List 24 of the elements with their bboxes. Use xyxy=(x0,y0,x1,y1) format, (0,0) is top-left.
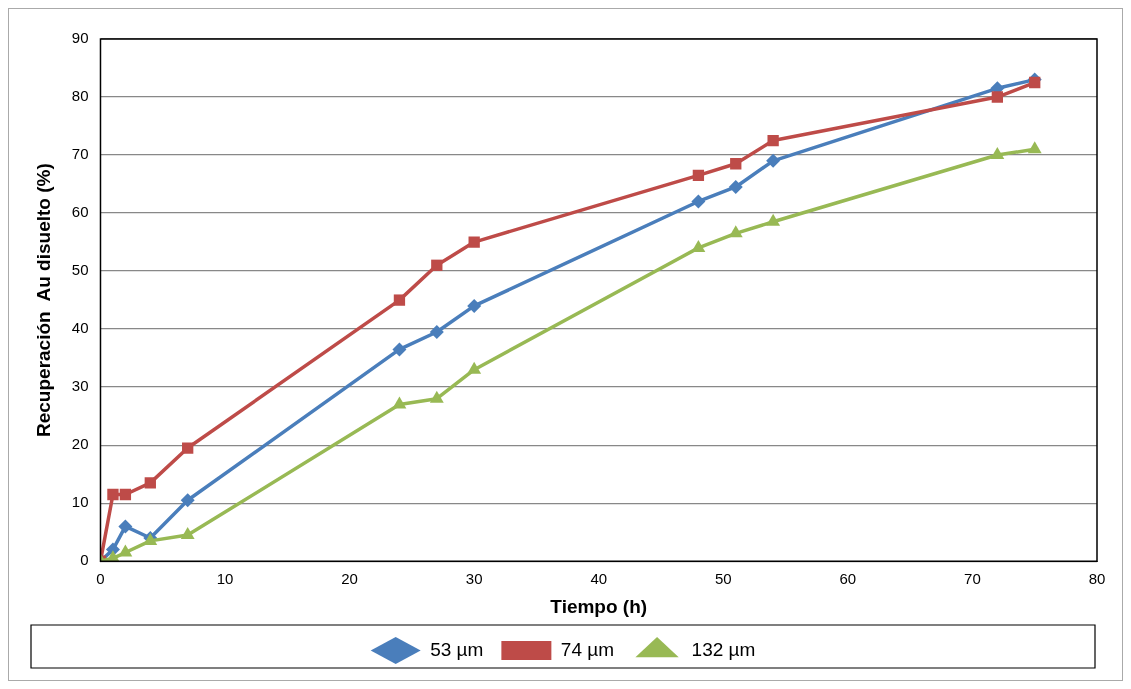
y-tick-label: 90 xyxy=(71,29,89,47)
x-tick-label: 60 xyxy=(839,570,857,588)
x-tick-label: 70 xyxy=(964,570,981,588)
x-tick-label: 20 xyxy=(341,570,358,588)
legend-label: 74 µm xyxy=(560,638,615,660)
y-axis-title: Recuperación Au disuelto (%) xyxy=(32,163,54,437)
y-tick-label: 50 xyxy=(71,261,89,279)
y-tick-label: 80 xyxy=(71,87,89,105)
y-tick-label: 0 xyxy=(80,551,89,569)
x-tick-label: 40 xyxy=(590,570,608,588)
y-tick-label: 60 xyxy=(71,203,89,221)
x-tick-label: 10 xyxy=(216,570,234,588)
x-tick-label: 50 xyxy=(714,570,732,588)
legend-label: 53 µm xyxy=(430,638,484,660)
y-tick-label: 40 xyxy=(71,319,89,337)
legend-label: 132 µm xyxy=(691,638,756,660)
y-tick-label: 20 xyxy=(71,435,89,453)
y-tick-label: 10 xyxy=(71,493,89,511)
x-tick-label: 30 xyxy=(465,570,483,588)
x-axis-title: Tiempo (h) xyxy=(550,595,648,617)
y-tick-label: 30 xyxy=(71,377,89,395)
y-tick-label: 70 xyxy=(71,145,89,163)
x-tick-label: 0 xyxy=(96,570,105,588)
x-tick-label: 80 xyxy=(1088,570,1106,588)
